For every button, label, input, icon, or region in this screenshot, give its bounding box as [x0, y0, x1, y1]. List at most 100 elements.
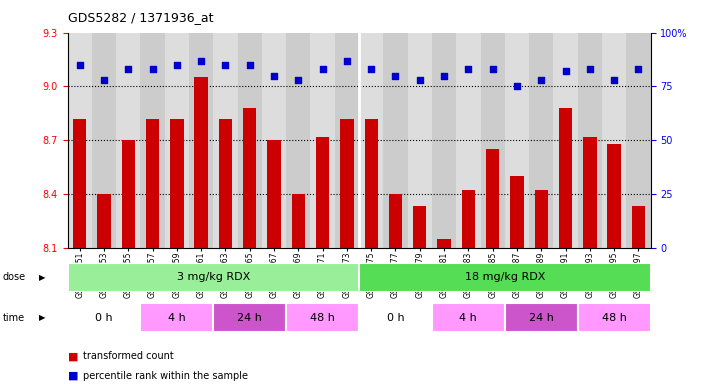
Text: 48 h: 48 h: [602, 313, 626, 323]
Bar: [365, 119, 378, 248]
Bar: [432, 303, 505, 332]
Bar: [607, 144, 621, 248]
Point: [147, 66, 159, 72]
Bar: [335, 33, 359, 248]
Bar: [456, 33, 481, 248]
Text: 0 h: 0 h: [387, 313, 405, 323]
Bar: [141, 33, 165, 248]
Bar: [292, 194, 305, 248]
Point: [196, 58, 207, 64]
Bar: [359, 33, 383, 248]
Bar: [122, 140, 135, 248]
Bar: [97, 194, 111, 248]
Bar: [341, 119, 353, 248]
Text: 48 h: 48 h: [310, 313, 335, 323]
Bar: [311, 33, 335, 248]
Bar: [510, 176, 523, 248]
Text: 4 h: 4 h: [168, 313, 186, 323]
Point: [220, 62, 231, 68]
Point: [293, 77, 304, 83]
Point: [511, 83, 523, 89]
Point: [122, 66, 134, 72]
Bar: [146, 119, 159, 248]
Bar: [92, 33, 116, 248]
Text: 3 mg/kg RDX: 3 mg/kg RDX: [176, 272, 250, 283]
Point: [535, 77, 547, 83]
Text: time: time: [3, 313, 25, 323]
Text: 24 h: 24 h: [529, 313, 554, 323]
Text: ▶: ▶: [39, 313, 46, 322]
Bar: [170, 119, 183, 248]
Bar: [141, 303, 213, 332]
Point: [414, 77, 425, 83]
Text: 18 mg/kg RDX: 18 mg/kg RDX: [464, 272, 545, 283]
Bar: [413, 207, 427, 248]
Bar: [432, 33, 456, 248]
Text: ▶: ▶: [39, 273, 46, 282]
Bar: [389, 194, 402, 248]
Bar: [213, 33, 237, 248]
Bar: [267, 140, 281, 248]
Point: [560, 68, 571, 74]
Point: [633, 66, 644, 72]
Point: [463, 66, 474, 72]
Text: dose: dose: [3, 272, 26, 283]
Bar: [262, 33, 286, 248]
Bar: [237, 33, 262, 248]
Text: GDS5282 / 1371936_at: GDS5282 / 1371936_at: [68, 12, 213, 25]
Text: ■: ■: [68, 351, 78, 361]
Bar: [68, 303, 141, 332]
Text: ■: ■: [68, 371, 78, 381]
Bar: [316, 137, 329, 248]
Bar: [287, 303, 359, 332]
Bar: [195, 78, 208, 248]
Bar: [632, 207, 645, 248]
Bar: [243, 108, 257, 248]
Point: [390, 73, 401, 79]
Bar: [407, 33, 432, 248]
Bar: [529, 33, 553, 248]
Point: [98, 77, 109, 83]
Bar: [461, 190, 475, 248]
Text: percentile rank within the sample: percentile rank within the sample: [83, 371, 248, 381]
Bar: [359, 303, 432, 332]
Bar: [68, 263, 359, 292]
Bar: [73, 119, 86, 248]
Bar: [219, 119, 232, 248]
Bar: [505, 303, 578, 332]
Bar: [68, 33, 92, 248]
Point: [268, 73, 279, 79]
Point: [171, 62, 183, 68]
Bar: [437, 239, 451, 248]
Bar: [505, 33, 529, 248]
Bar: [559, 108, 572, 248]
Bar: [286, 33, 311, 248]
Point: [439, 73, 450, 79]
Point: [487, 66, 498, 72]
Text: 0 h: 0 h: [95, 313, 113, 323]
Bar: [116, 33, 141, 248]
Bar: [359, 263, 651, 292]
Text: transformed count: transformed count: [83, 351, 174, 361]
Bar: [165, 33, 189, 248]
Bar: [383, 33, 407, 248]
Bar: [578, 33, 602, 248]
Point: [317, 66, 328, 72]
Bar: [583, 137, 597, 248]
Bar: [189, 33, 213, 248]
Text: 4 h: 4 h: [459, 313, 477, 323]
Point: [244, 62, 255, 68]
Point: [74, 62, 85, 68]
Point: [609, 77, 620, 83]
Bar: [553, 33, 578, 248]
Bar: [626, 33, 651, 248]
Bar: [602, 33, 626, 248]
Text: 24 h: 24 h: [237, 313, 262, 323]
Point: [341, 58, 353, 64]
Bar: [481, 33, 505, 248]
Point: [365, 66, 377, 72]
Bar: [486, 149, 499, 248]
Bar: [578, 303, 651, 332]
Point: [584, 66, 596, 72]
Bar: [213, 303, 286, 332]
